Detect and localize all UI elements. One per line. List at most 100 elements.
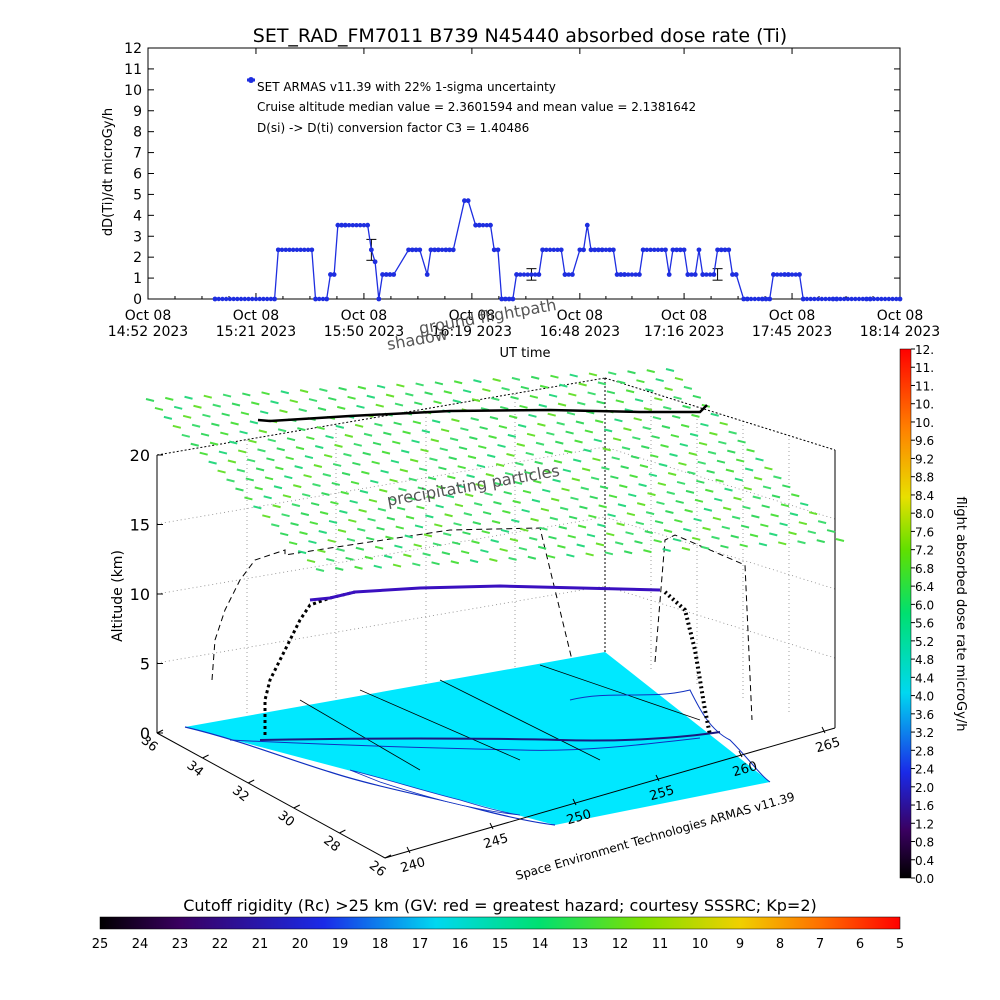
particle-mark — [182, 414, 192, 419]
data-point — [346, 222, 352, 228]
particle-mark — [680, 423, 690, 428]
data-point — [588, 247, 594, 253]
particle-mark — [485, 473, 495, 477]
particle-mark — [347, 395, 356, 400]
data-point — [674, 247, 680, 253]
x-tick-label-date: Oct 08 — [341, 308, 387, 324]
particle-mark — [612, 437, 622, 442]
colorbar-right-tick-label: 4.8 — [915, 653, 934, 667]
particle-mark — [581, 467, 591, 472]
particle-mark — [734, 477, 744, 482]
y-tick-label: 5 — [133, 187, 142, 203]
particle-mark — [614, 541, 624, 546]
data-point — [335, 222, 341, 228]
data-point — [771, 272, 776, 277]
back-top-right-edge — [604, 377, 836, 451]
colorbar-right-tick-label: 6.8 — [915, 562, 934, 576]
z-tick-label: 15 — [130, 516, 150, 535]
data-point — [525, 272, 530, 277]
particle-mark — [338, 386, 347, 391]
particle-mark — [285, 456, 294, 461]
particle-mark — [636, 502, 646, 507]
colorbar-right-tick-label: 2.0 — [915, 781, 934, 795]
colorbar-right-tick-label: 11. — [915, 379, 934, 393]
flight-track-descent — [663, 590, 712, 736]
precipitating-particles-layer — [145, 368, 845, 572]
data-point — [387, 272, 393, 277]
particle-mark — [294, 465, 303, 470]
particle-mark — [393, 421, 402, 426]
colorbar-bottom-tick-label: 24 — [132, 937, 149, 952]
colorbar-right-tick-label: 2.8 — [915, 744, 934, 758]
particle-mark — [692, 394, 702, 399]
data-point — [819, 296, 825, 302]
data-point — [290, 247, 296, 253]
data-point — [424, 272, 430, 277]
data-point — [886, 296, 892, 302]
particle-mark — [691, 536, 701, 541]
particle-mark — [282, 494, 292, 499]
colorbar-right-tick-label: 4.4 — [915, 671, 934, 685]
particle-mark — [711, 535, 720, 540]
data-point — [581, 247, 586, 253]
particle-mark — [535, 441, 545, 446]
data-point — [610, 247, 616, 253]
particle-mark — [724, 487, 733, 492]
particle-mark — [267, 438, 277, 443]
particle-mark — [606, 390, 616, 395]
particle-mark — [295, 446, 305, 451]
data-point — [629, 272, 635, 277]
particle-mark — [386, 516, 396, 521]
data-point — [547, 247, 553, 253]
data-point — [782, 272, 787, 277]
particle-mark — [353, 442, 363, 447]
colorbar-right-label: flight absorbed dose rate microGy/h — [953, 497, 968, 732]
colorbar-right-tick-label: 6.0 — [915, 598, 934, 612]
data-point — [495, 247, 501, 253]
data-point — [212, 296, 218, 302]
particle-mark — [597, 381, 607, 386]
data-point — [238, 296, 244, 302]
lon-tick-mark — [406, 846, 411, 854]
particle-mark — [674, 518, 683, 523]
particle-mark — [675, 499, 684, 504]
particle-mark — [797, 540, 806, 545]
particle-mark — [376, 384, 386, 389]
particle-mark — [270, 400, 279, 405]
particle-mark — [494, 482, 504, 486]
particle-mark — [444, 513, 453, 518]
particle-mark — [317, 407, 327, 411]
data-point — [380, 272, 385, 277]
data-point — [350, 222, 355, 228]
data-point — [652, 247, 657, 253]
data-point — [223, 296, 229, 302]
particle-mark — [546, 554, 556, 559]
particle-mark — [779, 522, 788, 527]
particle-mark — [211, 422, 220, 427]
colorbar-right-tick-label: 8.8 — [915, 471, 934, 485]
particle-mark — [557, 544, 566, 549]
data-point — [733, 272, 739, 277]
particle-mark — [392, 440, 401, 445]
particle-mark — [753, 476, 763, 481]
data-point — [555, 247, 560, 253]
series-dose-rate — [212, 198, 903, 302]
data-point — [767, 296, 773, 302]
particle-mark — [615, 399, 625, 404]
particle-mark — [509, 537, 519, 542]
particle-mark — [610, 475, 619, 480]
particle-mark — [654, 397, 663, 402]
particle-mark — [281, 513, 290, 518]
particle-mark — [727, 449, 736, 454]
data-point — [890, 296, 895, 302]
particle-mark — [728, 430, 737, 435]
particle-mark — [516, 442, 526, 447]
y-tick-label: 12 — [124, 41, 142, 57]
particle-mark — [396, 383, 405, 388]
particle-mark — [365, 536, 375, 541]
particle-mark — [506, 452, 515, 457]
projected-flightpath-upper — [257, 404, 708, 423]
particle-mark — [184, 395, 193, 400]
data-point — [569, 272, 575, 277]
particle-mark — [317, 549, 326, 553]
